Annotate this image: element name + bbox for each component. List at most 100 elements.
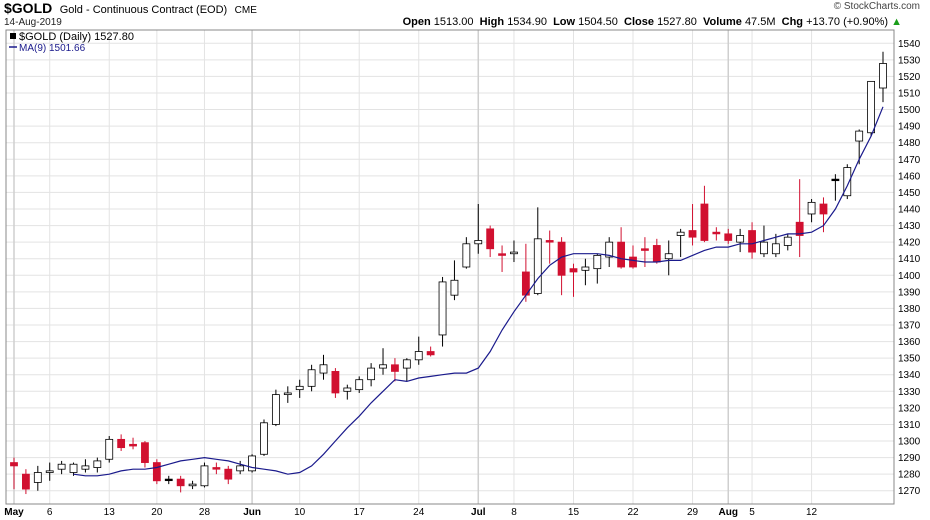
candle-body bbox=[486, 228, 495, 250]
candle bbox=[867, 80, 875, 137]
candle bbox=[200, 462, 209, 488]
candle bbox=[521, 243, 530, 302]
ticker-symbol: $GOLD bbox=[4, 0, 53, 16]
plot-frame bbox=[5, 29, 895, 505]
candle-body bbox=[81, 465, 90, 470]
candle bbox=[260, 419, 268, 456]
candle bbox=[533, 207, 542, 296]
candle bbox=[10, 457, 18, 490]
y-tick-label: 1320 bbox=[898, 403, 921, 414]
y-tick-label: 1270 bbox=[898, 486, 921, 497]
candle-body bbox=[176, 478, 185, 487]
candle bbox=[141, 441, 149, 468]
y-tick-label: 1510 bbox=[898, 88, 921, 99]
y-tick-label: 1290 bbox=[898, 453, 921, 464]
candle bbox=[81, 459, 90, 473]
candle bbox=[831, 174, 840, 201]
candle bbox=[105, 436, 114, 463]
candle bbox=[307, 364, 316, 392]
change-value: +13.70 (+0.90%) bbox=[806, 16, 889, 28]
candle bbox=[188, 480, 197, 490]
candle bbox=[343, 384, 352, 400]
volume-value: 47.5M bbox=[744, 16, 776, 28]
candle-body bbox=[843, 167, 852, 197]
y-tick-label: 1370 bbox=[898, 321, 921, 332]
candle bbox=[22, 469, 30, 495]
candle-body bbox=[45, 470, 54, 473]
candle bbox=[462, 237, 471, 269]
close-value: 1527.80 bbox=[657, 16, 697, 28]
legend-ma-label: MA(9) 1501.66 bbox=[19, 43, 86, 54]
candle bbox=[164, 475, 173, 485]
candle-body bbox=[188, 483, 197, 487]
y-tick-label: 1400 bbox=[898, 271, 921, 282]
candle bbox=[355, 376, 364, 393]
x-tick-label: Jun bbox=[243, 507, 261, 518]
candle-body bbox=[462, 243, 471, 268]
candle-body bbox=[152, 462, 161, 482]
candle bbox=[569, 263, 578, 297]
candle-body bbox=[510, 251, 518, 255]
candle-body bbox=[141, 442, 149, 463]
candle bbox=[783, 233, 792, 251]
high-label: High bbox=[479, 16, 505, 28]
y-axis: 1270 1280 1290 1300 1310 1320 1330 1340 1350 1360… bbox=[898, 39, 921, 497]
candle bbox=[545, 230, 554, 264]
candle-body bbox=[533, 238, 542, 294]
candle-body bbox=[212, 467, 221, 470]
x-tick-label: Aug bbox=[719, 507, 738, 518]
candle-body bbox=[10, 462, 18, 467]
candle-body bbox=[581, 266, 590, 271]
candle-body bbox=[498, 253, 506, 256]
candle bbox=[33, 465, 42, 491]
ma9-line bbox=[73, 106, 884, 477]
candle bbox=[224, 465, 233, 485]
candle bbox=[152, 459, 161, 485]
x-tick-label: 20 bbox=[151, 507, 163, 518]
candle-body bbox=[69, 463, 78, 473]
candle-body bbox=[605, 241, 614, 258]
x-tick-label: 17 bbox=[354, 507, 366, 518]
candle-body bbox=[771, 243, 780, 255]
chart-grid bbox=[6, 30, 894, 504]
x-tick-label: Jul bbox=[471, 507, 486, 518]
high-value: 1534.90 bbox=[507, 16, 547, 28]
candle-body bbox=[200, 465, 209, 487]
candle bbox=[605, 237, 614, 267]
candles bbox=[10, 51, 887, 495]
candle bbox=[807, 199, 816, 223]
stockcharts-credit[interactable]: © StockCharts.com bbox=[833, 1, 920, 12]
low-label: Low bbox=[553, 16, 576, 28]
exchange-label: CME bbox=[234, 5, 257, 16]
volume-label: Volume bbox=[702, 16, 742, 28]
candle-body bbox=[271, 394, 280, 425]
up-arrow-icon: ▲ bbox=[891, 16, 902, 28]
candle-body bbox=[783, 236, 792, 246]
candle bbox=[426, 346, 435, 357]
candle-body bbox=[93, 460, 102, 468]
open-label: Open bbox=[402, 16, 431, 28]
candle bbox=[748, 222, 756, 259]
y-tick-label: 1390 bbox=[898, 287, 921, 298]
x-tick-label: 24 bbox=[413, 507, 425, 518]
candle-body bbox=[545, 240, 554, 243]
candle-body bbox=[379, 364, 387, 369]
candle bbox=[712, 227, 721, 241]
y-tick-label: 1360 bbox=[898, 337, 921, 348]
candle bbox=[248, 454, 256, 473]
candle-body bbox=[593, 254, 602, 270]
y-tick-label: 1350 bbox=[898, 354, 921, 365]
y-tick-label: 1500 bbox=[898, 105, 921, 116]
candle bbox=[212, 462, 221, 475]
x-tick-label: 29 bbox=[687, 507, 699, 518]
low-value: 1504.50 bbox=[578, 16, 618, 28]
candle-body bbox=[343, 387, 352, 392]
candle-body bbox=[712, 231, 721, 235]
x-tick-label: 12 bbox=[806, 507, 818, 518]
candle bbox=[843, 164, 852, 200]
candle bbox=[176, 475, 185, 493]
candle bbox=[688, 204, 697, 246]
candle bbox=[629, 245, 637, 269]
candle bbox=[879, 51, 887, 103]
